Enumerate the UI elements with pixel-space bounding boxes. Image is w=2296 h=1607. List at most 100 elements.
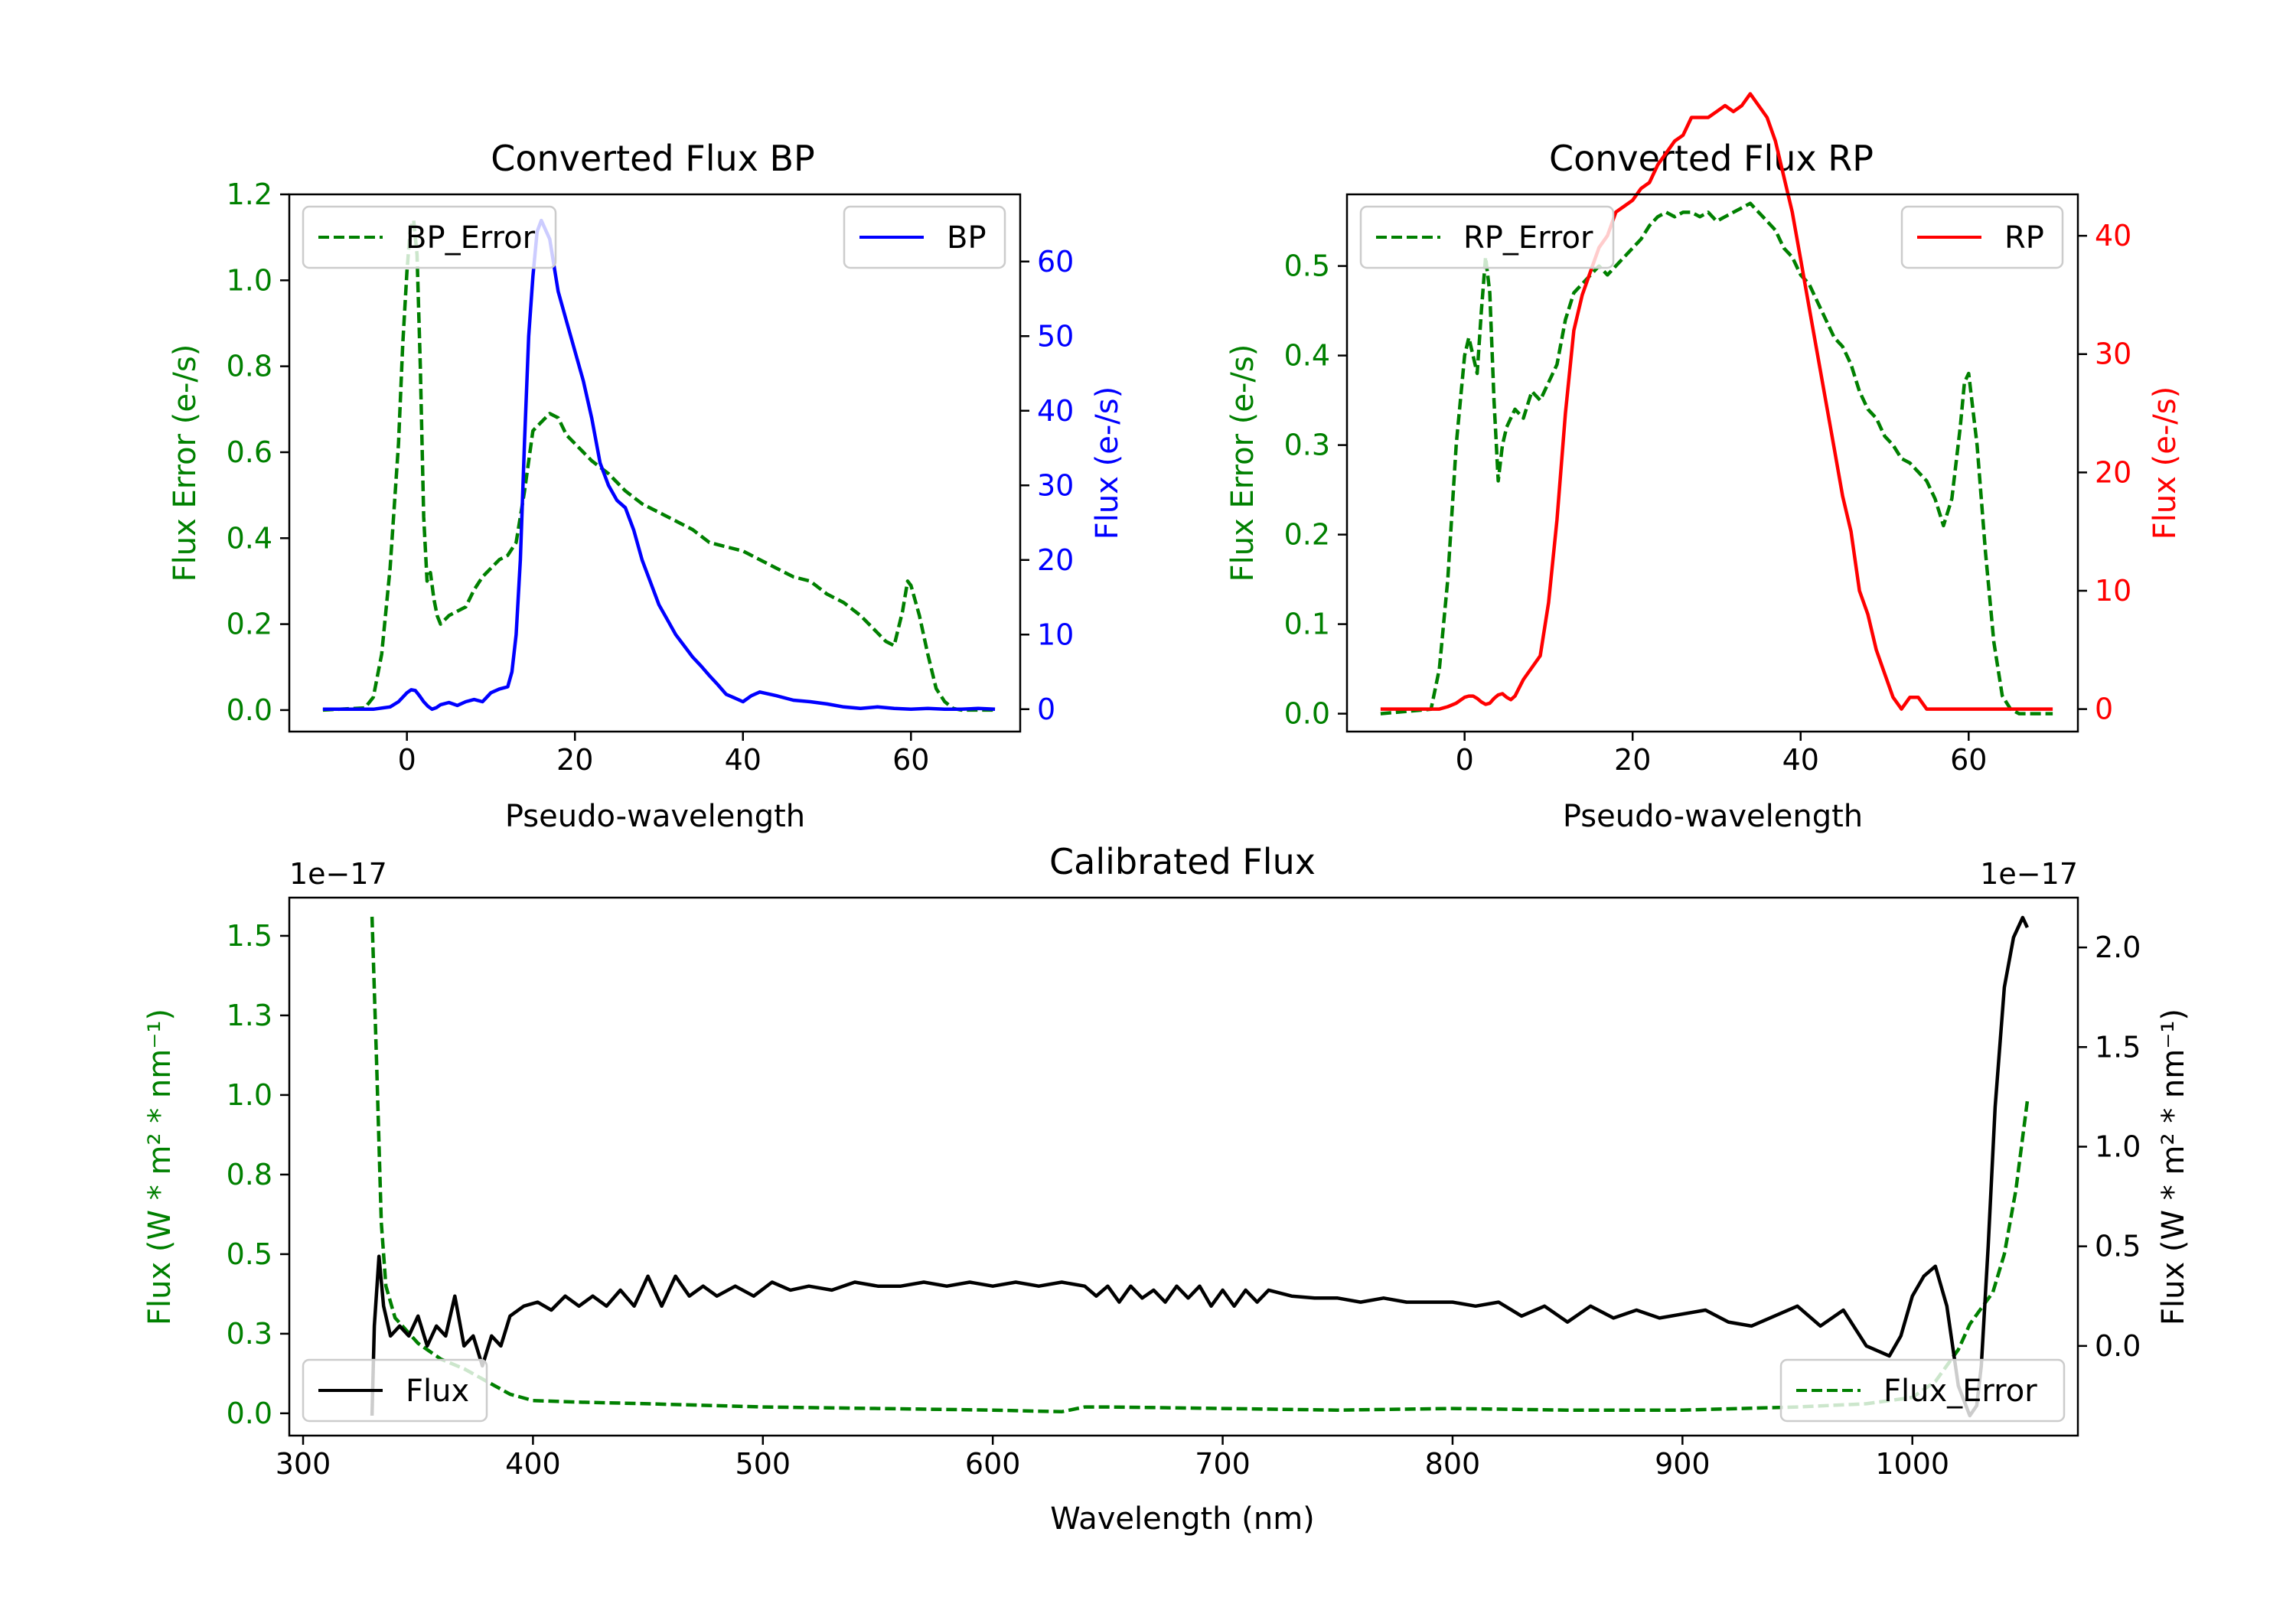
rp-left-tick-label: 0.2 — [1284, 518, 1330, 552]
cal-x-tick-label: 900 — [1655, 1447, 1711, 1481]
rp-rp-line — [1380, 92, 2053, 711]
bp-x-axis-label: Pseudo-wavelength — [505, 799, 805, 834]
calibrated-x-axis-label: Wavelength (nm) — [1050, 1501, 1315, 1537]
bp-left-tick-label: 0.2 — [227, 608, 272, 641]
rp-right-tick-label: 20 — [2095, 455, 2131, 489]
cal-flux-line — [370, 915, 2029, 1418]
cal-left-tick-label: 1.5 — [227, 919, 272, 953]
cal-right-tick-label: 0.0 — [2095, 1329, 2141, 1363]
calibrated-right-y-label: Flux (W * m² * nm⁻¹) — [2156, 1009, 2191, 1325]
calibrated-legend-left: Flux — [302, 1358, 488, 1423]
bp-ticks: 0 20 40 60 0.0 0.2 0.4 0.6 0.8 1.0 1.2 0 10 20 30 40 50 6… — [227, 178, 1075, 777]
calibrated-legend-right-box — [1779, 1358, 2066, 1423]
bp-left-tick-label: 1.0 — [227, 263, 272, 297]
calibrated-left-y-label: Flux (W * m² * nm⁻¹) — [142, 1009, 178, 1325]
rp-left-y-label: Flux Error (e-/s) — [1225, 344, 1261, 582]
rp-right-tick-label: 10 — [2095, 574, 2131, 608]
calibrated-panel: Calibrated Flux 1e−17 1e−17 300 400 500 600… — [142, 841, 2191, 1537]
rp-right-tick-label: 0 — [2095, 693, 2113, 726]
calibrated-legend-flux-label: Flux — [406, 1374, 469, 1409]
calibrated-series-lines — [370, 915, 2030, 1418]
calibrated-plot-frame — [288, 896, 2079, 1437]
bp-legend-right-box — [843, 205, 1006, 269]
rp-left-tick-label: 0.4 — [1284, 339, 1330, 373]
rp-left-tick-label: 0.3 — [1284, 429, 1330, 462]
cal-right-tick-label: 2.0 — [2095, 931, 2141, 964]
cal-x-tick-label: 500 — [735, 1447, 791, 1481]
bp-left-tick-label: 0.4 — [227, 521, 272, 555]
rp-legend-flux-label: RP — [2004, 220, 2044, 256]
rp-legend-left-box — [1359, 205, 1615, 269]
calibrated-legend-error-label: Flux_Error — [1883, 1374, 2037, 1409]
calibrated-right-offset: 1e−17 — [1980, 857, 2078, 891]
cal-left-tick-label: 1.3 — [227, 999, 272, 1032]
rp-series-lines — [1380, 92, 2053, 715]
bp-left-tick-label: 1.2 — [227, 178, 272, 211]
cal-flux-error-line — [370, 916, 2030, 1414]
cal-x-tick-label: 600 — [965, 1447, 1021, 1481]
cal-x-tick-label: 1000 — [1875, 1447, 1949, 1481]
bp-bp-error-line — [322, 218, 996, 712]
rp-x-tick-label: 0 — [1456, 743, 1474, 777]
bp-right-tick-label: 10 — [1037, 618, 1074, 651]
bp-right-tick-label: 40 — [1037, 394, 1074, 428]
rp-right-tick-label: 30 — [2095, 337, 2131, 371]
bp-legend-right: BP — [843, 205, 1006, 269]
calibrated-ticks: 300 400 500 600 700 800 900 1000 0.0 0.3 0.5 0.8 1.0… — [227, 919, 2141, 1481]
cal-left-tick-label: 0.3 — [227, 1317, 272, 1351]
bp-right-y-label: Flux (e-/s) — [1090, 386, 1125, 539]
bp-left-tick-label: 0.0 — [227, 693, 272, 727]
bp-right-tick-label: 60 — [1037, 245, 1074, 279]
bp-right-tick-label: 50 — [1037, 319, 1074, 353]
rp-legend-right: RP — [1900, 205, 2064, 269]
rp-legend-error-label: RP_Error — [1463, 220, 1593, 256]
bp-left-y-label: Flux Error (e-/s) — [168, 344, 203, 582]
rp-panel: Converted Flux RP 0 20 40 60 0.0 0.1 0.2 0.3 0.4… — [1225, 92, 2183, 834]
bp-legend-flux-label: BP — [947, 220, 987, 256]
bp-x-tick-label: 40 — [725, 743, 762, 777]
bp-right-tick-label: 20 — [1037, 543, 1074, 577]
bp-left-tick-label: 0.8 — [227, 350, 272, 383]
rp-right-tick-label: 40 — [2095, 219, 2131, 253]
bp-x-tick-label: 0 — [398, 743, 416, 777]
rp-legend-left: RP_Error — [1359, 205, 1615, 269]
bp-title: Converted Flux BP — [491, 138, 815, 179]
rp-x-tick-label: 40 — [1782, 743, 1819, 777]
rp-left-tick-label: 0.5 — [1284, 249, 1330, 283]
bp-x-tick-label: 60 — [892, 743, 929, 777]
rp-x-tick-label: 20 — [1614, 743, 1651, 777]
bp-legend-left: BP_Error — [302, 205, 557, 269]
cal-left-tick-label: 0.8 — [227, 1158, 272, 1191]
rp-left-tick-label: 0.0 — [1284, 697, 1330, 731]
rp-x-tick-label: 60 — [1950, 743, 1987, 777]
cal-right-tick-label: 1.0 — [2095, 1129, 2141, 1163]
cal-x-tick-label: 300 — [276, 1447, 331, 1481]
bp-plot-frame — [288, 193, 1022, 733]
rp-right-y-label: Flux (e-/s) — [2148, 386, 2183, 539]
calibrated-legend-right: Flux_Error — [1779, 1358, 2066, 1423]
rp-ticks: 0 20 40 60 0.0 0.1 0.2 0.3 0.4 0.5 0 10 20 30 40 — [1284, 219, 2132, 777]
bp-right-tick-label: 30 — [1037, 468, 1074, 502]
cal-right-tick-label: 0.5 — [2095, 1230, 2141, 1263]
cal-x-tick-label: 800 — [1425, 1447, 1481, 1481]
bp-panel: Converted Flux BP 0 20 40 60 0.0 0.2 0.4 0.6 0.8… — [168, 138, 1125, 834]
calibrated-left-offset: 1e−17 — [289, 857, 387, 891]
rp-left-tick-label: 0.1 — [1284, 608, 1330, 641]
bp-left-tick-label: 0.6 — [227, 435, 272, 469]
bp-series-lines — [322, 218, 996, 712]
cal-right-tick-label: 1.5 — [2095, 1030, 2141, 1064]
rp-rp-error-line — [1380, 201, 2053, 715]
bp-bp-line — [322, 218, 996, 712]
rp-x-axis-label: Pseudo-wavelength — [1563, 799, 1863, 834]
rp-title: Converted Flux RP — [1549, 138, 1874, 179]
bp-right-tick-label: 0 — [1037, 693, 1055, 726]
calibrated-legend-left-box — [302, 1358, 488, 1423]
bp-x-tick-label: 20 — [556, 743, 593, 777]
cal-left-tick-label: 0.0 — [227, 1397, 272, 1430]
bp-legend-left-box — [302, 205, 557, 269]
rp-plot-frame — [1345, 193, 2079, 733]
cal-x-tick-label: 700 — [1195, 1447, 1251, 1481]
rp-legend-right-box — [1900, 205, 2064, 269]
cal-left-tick-label: 0.5 — [227, 1237, 272, 1271]
